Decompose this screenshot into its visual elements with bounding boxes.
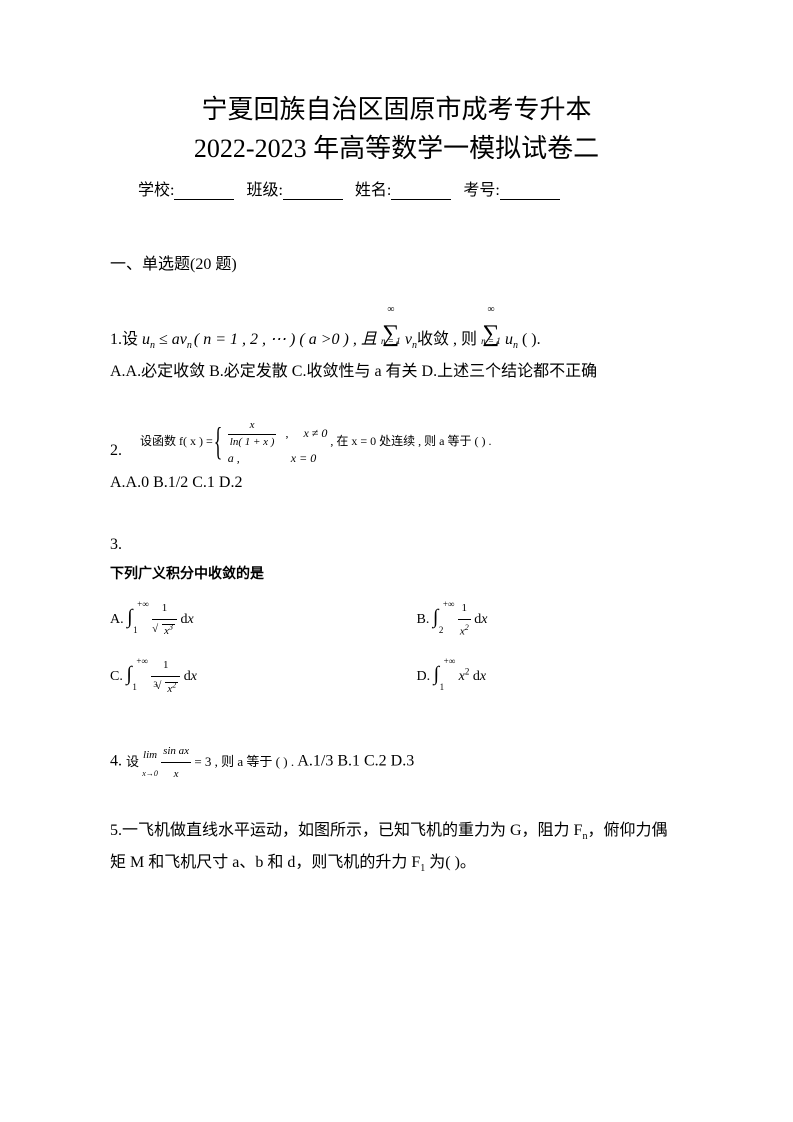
piecewise-bracket: x ln( 1 + x ) , x ≠ 0 a , x = 0 [216,418,328,467]
school-blank[interactable] [174,182,234,200]
title-line-1: 宁夏回族自治区固原市成考专升本 [110,90,683,129]
q1-expr: un ≤ avn [142,324,192,356]
question-1: 1.设 un ≤ avn ( n = 1 , 2 , ⋯ ) ( a >0 ) … [110,304,683,388]
q1-u: u [142,331,150,348]
sum-icon: ∞ ∑ n = 1 [377,304,405,344]
q2-options: A.A.0 B.1/2 C.1 D.2 [110,467,683,499]
class-label: 班级: [246,182,282,199]
q2-cond1: x ≠ 0 [303,426,327,440]
q2-frac: x ln( 1 + x ) [228,418,277,450]
q1-conv: 收敛 , 则 [417,324,477,356]
question-3: 3. 下列广义积分中收敛的是 A. ∫+∞1 1 x3 dx B. ∫+∞2 1… [110,529,683,700]
q5-number: 5. [110,822,122,839]
q3-c-label: C. [110,669,123,684]
q3-option-b: B. ∫+∞2 1 x2 dx [417,597,684,643]
q2-frac-bot: ln( 1 + x ) [228,435,277,450]
title-line-2: 2022-2023 年高等数学一模拟试卷二 [110,129,683,168]
q3-b-label: B. [417,612,430,627]
id-blank[interactable] [500,182,560,200]
q1-mid: ≤ av [159,331,187,348]
q3-option-c: C. ∫+∞1 1 3x2 dx [110,654,377,700]
q4-lim: lim [142,744,158,766]
q4-number: 4. [110,753,122,770]
q1-cond: ( n = 1 , 2 , ⋯ ) ( a >0 ) , 且 [194,324,377,356]
section-title: 一、单选题(20 题) [110,250,683,274]
q5-text1: 一飞机做直线水平运动，如图所示，已知飞机的重力为 G，阻力 F [122,822,582,839]
q3-stem: 下列广义积分中收敛的是 [110,561,683,589]
school-label: 学校: [138,182,174,199]
q1-vn: vn [405,324,417,356]
q2-frac-top: x [228,418,277,434]
q2-piece2: a , [228,451,240,465]
info-line: 学校: 班级: 姓名: 考号: [110,176,683,200]
q2-number: 2. [110,435,122,467]
q2-cond2: x = 0 [291,451,316,465]
question-5: 5.一飞机做直线水平运动，如图所示，已知飞机的重力为 G，阻力 Fn，俯仰力偶矩… [110,815,683,879]
q4-prefix: 设 [126,754,139,769]
name-blank[interactable] [391,182,451,200]
q1-number: 1.设 [110,324,138,356]
q1-options: A.A.必定收敛 B.必定发散 C.收敛性与 a 有关 D.上述三个结论都不正确 [110,356,683,388]
q4-options: A.1/3 B.1 C.2 D.3 [297,753,414,770]
question-2: 2. 设函数 f( x ) = x ln( 1 + x ) , x ≠ 0 a … [110,418,683,499]
q2-prefix: 设函数 f( x ) = [140,434,216,448]
q4-frac-top: sin ax [161,740,191,763]
q5-text3: 为( )。 [425,854,476,871]
question-4: 4. 设 lim x→0 sin ax x = 3 , 则 a 等于 ( ) .… [110,740,683,785]
q3-d-label: D. [417,669,431,684]
name-label: 姓名: [355,182,391,199]
q2-stem: 设函数 f( x ) = x ln( 1 + x ) , x ≠ 0 a , x… [140,418,491,467]
q4-mid: = 3 , 则 a 等于 ( ) . [194,754,294,769]
id-label: 考号: [463,182,499,199]
q4-lim-sub: x→0 [142,766,158,782]
q3-option-a: A. ∫+∞1 1 x3 dx [110,597,377,643]
q4-frac-bot: x [161,763,191,785]
sum-icon-2: ∞ ∑ n = 1 [477,304,505,344]
q3-option-d: D. ∫+∞1 x2 dx [417,654,684,700]
q1-tail: ( ). [522,324,541,356]
q3-number: 3. [110,529,683,561]
q3-a-label: A. [110,612,124,627]
q1-un: un [505,324,518,356]
q2-suffix: , 在 x = 0 处连续 , 则 a 等于 ( ) . [330,434,491,448]
class-blank[interactable] [283,182,343,200]
